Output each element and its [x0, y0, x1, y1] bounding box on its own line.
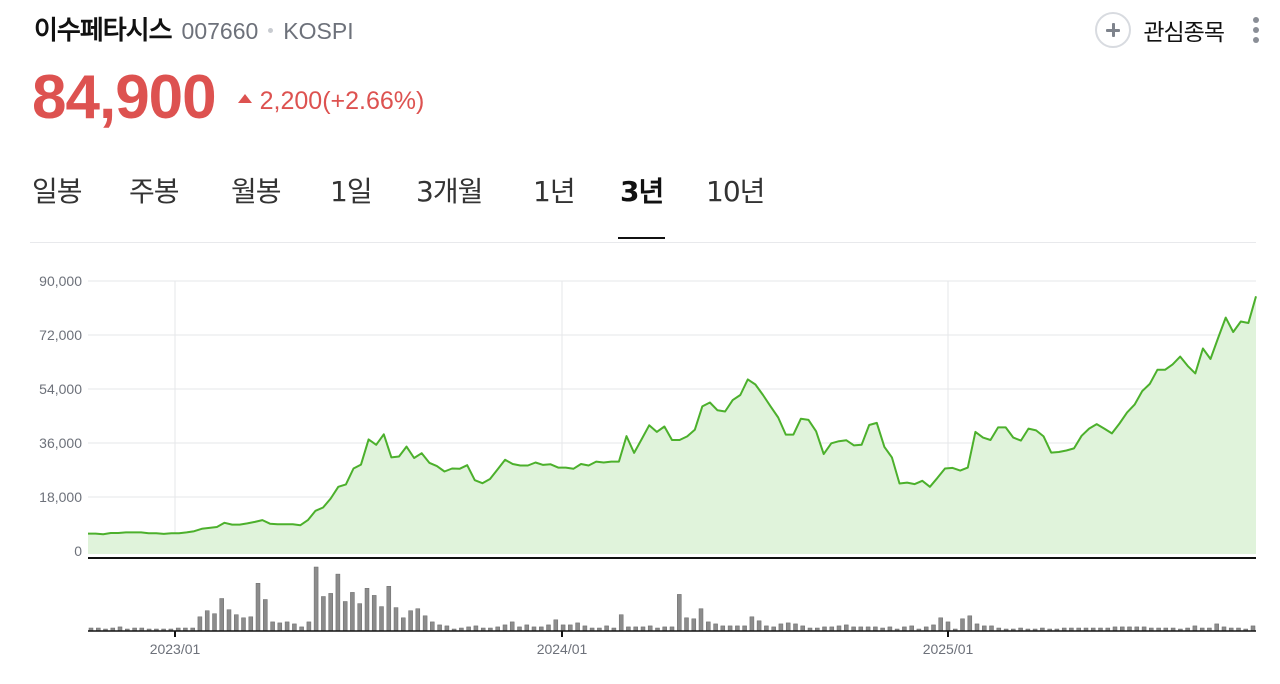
x-axis-labels: 2023/01 2024/01 2025/01: [150, 631, 974, 657]
tab-weekly[interactable]: 주봉: [129, 175, 180, 208]
price-change: 2,200(+2.66%): [237, 87, 425, 116]
tab-3years[interactable]: 3년: [617, 170, 666, 239]
tab-1year[interactable]: 1년: [533, 175, 576, 208]
vertical-ellipsis-dot: [1253, 27, 1259, 33]
volume-bars: [88, 566, 1256, 632]
current-price: 84,900: [32, 63, 217, 132]
y-tick-label: 90,000: [39, 273, 82, 289]
stock-name: 이수페타시스: [34, 16, 173, 46]
y-tick-label: 72,000: [39, 327, 82, 343]
x-tick-label: 2024/01: [537, 641, 588, 657]
header-actions: 관심종목: [1095, 12, 1260, 48]
y-tick-label: 0: [74, 543, 82, 559]
x-tick-label: 2023/01: [150, 641, 201, 657]
add-watchlist-button[interactable]: 관심종목: [1095, 12, 1225, 48]
y-axis-labels: 90,000 72,000 54,000 36,000 18,000 0: [39, 273, 82, 559]
period-tabs: 일봉 주봉 월봉 1일 3개월 1년 3년 10년: [30, 170, 1256, 243]
tab-10years[interactable]: 10년: [706, 175, 765, 208]
tab-daily[interactable]: 일봉: [32, 175, 83, 208]
up-triangle-icon: [237, 94, 252, 103]
y-tick-label: 54,000: [39, 381, 82, 397]
x-tick-label: 2025/01: [923, 641, 974, 657]
vertical-ellipsis-dot: [1253, 37, 1259, 43]
stock-header: 이수페타시스 007660 KOSPI: [34, 10, 354, 47]
more-options-button[interactable]: [1252, 17, 1260, 43]
tab-monthly[interactable]: 월봉: [231, 175, 282, 208]
price-area: [88, 296, 1256, 554]
watchlist-label: 관심종목: [1143, 20, 1225, 46]
market-label: KOSPI: [283, 18, 354, 44]
y-tick-label: 36,000: [39, 435, 82, 451]
tab-3months[interactable]: 3개월: [416, 175, 483, 208]
vertical-ellipsis-icon: [1253, 17, 1259, 23]
price-line: [88, 296, 1257, 536]
stock-code: 007660: [181, 18, 259, 44]
plus-circle-icon: [1095, 12, 1132, 48]
price-row: 84,900 2,200(+2.66%): [32, 62, 424, 133]
tab-1day[interactable]: 1일: [330, 175, 373, 208]
price-chart[interactable]: 90,000 72,000 54,000 36,000 18,000 0 2023/01 2…: [0, 260, 1280, 680]
y-tick-label: 18,000: [39, 489, 82, 505]
separator-dot: [268, 28, 274, 33]
price-change-value: 2,200(+2.66%): [259, 87, 425, 115]
